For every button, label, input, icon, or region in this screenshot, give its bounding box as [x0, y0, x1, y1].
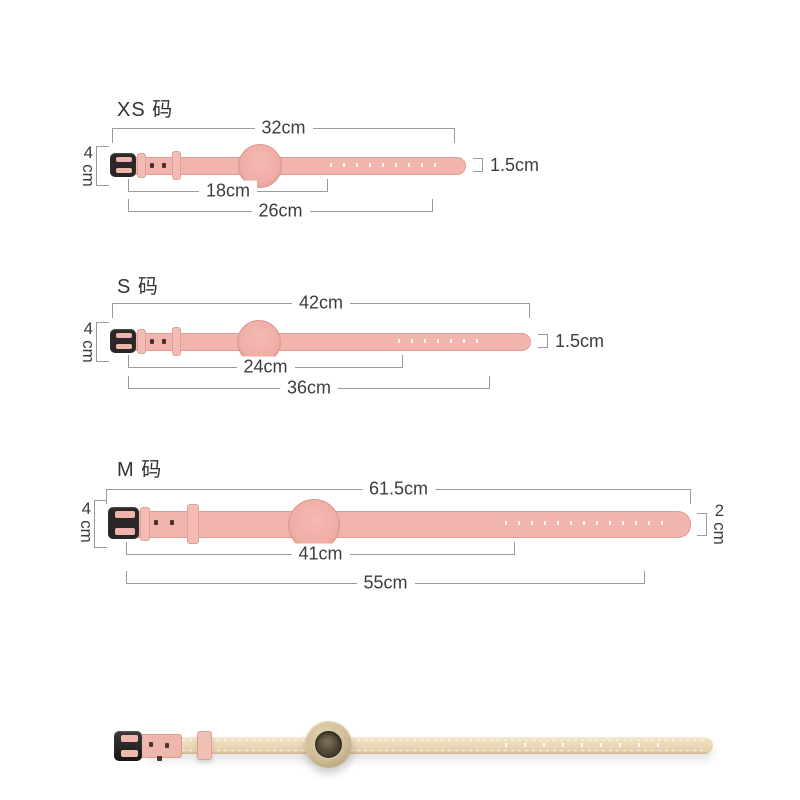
- strap-adjust-holes-s: [398, 339, 486, 343]
- strap-xs: [124, 157, 466, 175]
- photo-strap-hole: [149, 742, 153, 747]
- strap-adjust-holes-m: [505, 521, 663, 525]
- height-value: 4: [83, 143, 94, 162]
- dim-tick-left: [112, 128, 113, 143]
- size-title-m: M 码: [117, 459, 163, 481]
- height-bracket-m: [94, 500, 107, 548]
- strap-hole: [170, 520, 174, 525]
- dim-tick-left: [106, 489, 107, 504]
- dim-label-inner-s: 24cm: [236, 356, 295, 378]
- tracker-disc-m: [288, 499, 340, 551]
- dim-tick-right: [402, 355, 403, 368]
- height-unit: cm: [76, 520, 96, 543]
- height-bracket-xs: [96, 146, 109, 186]
- height-label-xs: 4 cm: [77, 143, 100, 187]
- height-value: 4: [81, 499, 92, 518]
- strap-hole: [162, 339, 166, 344]
- strap-adjust-holes-xs: [330, 163, 446, 167]
- strap-hole: [154, 520, 158, 525]
- width-value: 2: [714, 501, 725, 520]
- dim-tick-right: [327, 179, 328, 192]
- buckle-slot: [116, 344, 132, 349]
- size-title-xs: XS 码: [117, 99, 174, 121]
- buckle-slot: [116, 333, 132, 338]
- height-unit: cm: [78, 340, 98, 363]
- stitch-line-bottom: [154, 750, 703, 751]
- size-title-s: S 码: [117, 276, 159, 298]
- photo-tracker-hole: [315, 731, 342, 758]
- dim-tick-right: [529, 303, 530, 318]
- height-label-m: 4 cm: [75, 499, 98, 543]
- dim-label-outer-xs: 26cm: [251, 200, 310, 222]
- buckle-slot: [121, 735, 138, 742]
- height-unit: cm: [78, 164, 98, 187]
- dim-label-total-m: 61.5cm: [361, 478, 436, 500]
- product-photo: [0, 700, 800, 800]
- strap-keeper-loop: [137, 329, 146, 354]
- dim-tick-left: [128, 179, 129, 192]
- dim-tick-right: [454, 128, 455, 143]
- buckle-slot: [116, 157, 132, 162]
- strap-keeper-loop: [140, 507, 150, 541]
- strap-keeper-loop: [187, 504, 199, 544]
- strap-hole: [150, 339, 154, 344]
- strap-hole: [162, 163, 166, 168]
- stitch-line-top: [154, 740, 703, 741]
- width-unit: cm: [709, 522, 729, 545]
- dim-label-inner-m: 41cm: [291, 543, 350, 565]
- strap-keeper-loop: [137, 153, 146, 178]
- dim-label-inner-xs: 18cm: [198, 180, 258, 202]
- height-value: 4: [83, 319, 94, 338]
- width-label-xs: 1.5cm: [490, 155, 540, 175]
- photo-keeper-loop: [197, 731, 212, 760]
- dim-tick-left: [112, 303, 113, 318]
- buckle-xs: [110, 153, 136, 177]
- buckle-slot: [115, 511, 135, 518]
- width-bracket-s: [538, 334, 548, 348]
- photo-strap-hole: [157, 756, 162, 761]
- dim-label-outer-m: 55cm: [356, 572, 415, 594]
- dim-tick-right: [644, 571, 645, 584]
- buckle-slot: [116, 168, 132, 173]
- photo-collar-strap: [148, 737, 713, 754]
- dim-label-outer-s: 36cm: [279, 377, 339, 399]
- dim-tick-right: [690, 489, 691, 504]
- strap-s: [124, 333, 531, 351]
- dim-tick-right: [514, 542, 515, 555]
- dim-label-total-xs: 32cm: [254, 117, 313, 139]
- photo-adjust-holes: [505, 743, 673, 747]
- strap-hole: [150, 163, 154, 168]
- strap-keeper-loop: [172, 327, 181, 356]
- width-label-s: 1.5cm: [555, 331, 605, 351]
- buckle-slot: [115, 528, 135, 535]
- dim-tick-left: [128, 355, 129, 368]
- dim-tick-left: [128, 199, 129, 212]
- photo-strap-hole: [165, 743, 169, 748]
- width-bracket-m: [697, 513, 707, 536]
- width-bracket-xs: [473, 158, 483, 172]
- buckle-s: [110, 329, 136, 353]
- dim-tick-left: [126, 542, 127, 555]
- width-label-m: 2 cm: [708, 501, 731, 545]
- height-label-s: 4 cm: [77, 319, 100, 363]
- dim-label-total-s: 42cm: [291, 292, 351, 314]
- dim-tick-right: [432, 199, 433, 212]
- buckle-slot: [121, 750, 138, 757]
- dim-tick-right: [489, 376, 490, 389]
- height-bracket-s: [96, 322, 109, 362]
- buckle-m: [108, 507, 139, 539]
- strap-keeper-loop: [172, 151, 181, 180]
- photo-buckle: [114, 731, 142, 761]
- dim-tick-left: [128, 376, 129, 389]
- dim-tick-left: [126, 571, 127, 584]
